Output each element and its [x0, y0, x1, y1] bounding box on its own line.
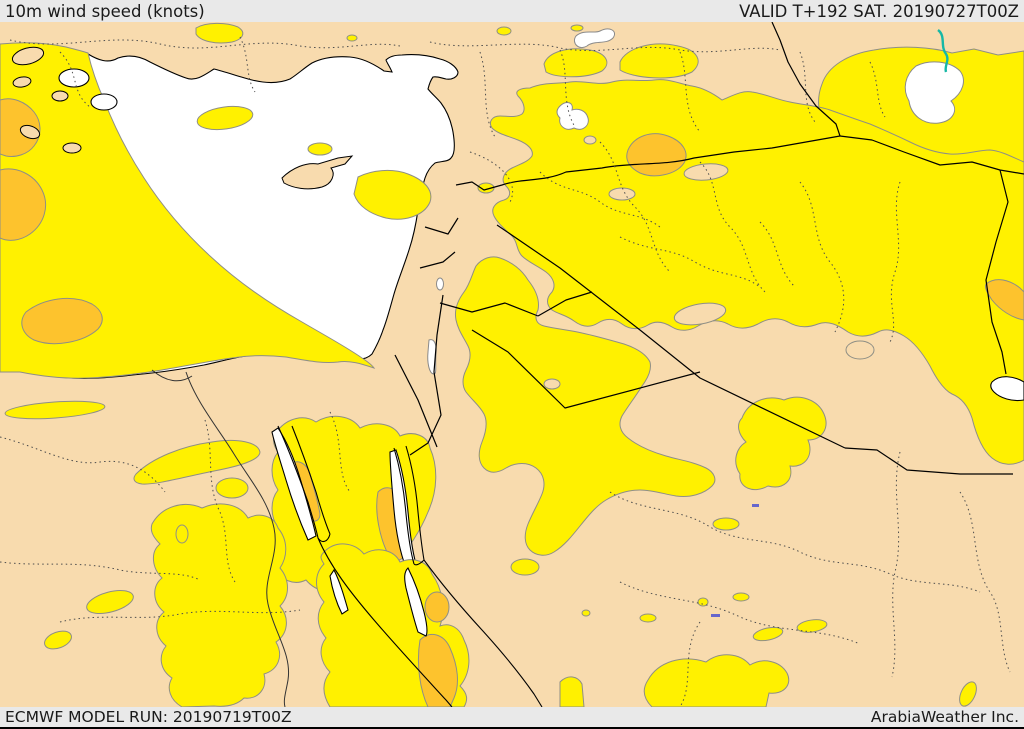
wind-area-north-saudi [735, 396, 827, 490]
sea-of-galilee [436, 277, 444, 291]
wind-area-syria-iraq [489, 79, 1024, 465]
stream-teal-northeast [937, 29, 949, 73]
lake-assad [556, 102, 589, 130]
wind-area-high-syria [626, 133, 687, 177]
map-title: 10m wind speed (knots) [5, 1, 205, 21]
coastlines [277, 425, 543, 707]
admin-borders [0, 36, 1011, 707]
wind-area-sw-mediterranean [0, 42, 376, 379]
wind-blob-saudi-1 [712, 517, 740, 531]
country-borders [394, 22, 1024, 475]
wind-area-jordan [455, 256, 716, 556]
nile-delta-branch [151, 369, 193, 382]
wind-area-sinai-red-sea-north [270, 415, 437, 593]
stream-blue-saudi-2 [752, 504, 759, 507]
salt-lake-turkey [573, 28, 615, 49]
wind-blob-lebanon-edge [477, 182, 495, 194]
wind-area-high-aegean-2 [0, 168, 46, 241]
wind-area-high-sea-kidney [21, 298, 103, 345]
wind-mass-holes [583, 135, 875, 360]
wind-area-east-of-cyprus [353, 169, 432, 220]
wind-area-red-sea-south [316, 543, 470, 707]
wind-hole-jordan [543, 378, 561, 390]
stream-blue-saudi-1 [711, 614, 720, 617]
wind-area-near-cyprus [307, 142, 333, 156]
weather-map [0, 22, 1024, 707]
branding-label: ArabiaWeather Inc. [870, 708, 1019, 726]
valid-time-label: VALID T+192 SAT. 20190727T00Z [739, 1, 1019, 21]
persian-gulf [990, 376, 1024, 402]
gulf-of-suez [271, 427, 317, 541]
wind-areas-saudi-south [510, 558, 977, 707]
wind-areas-egypt [4, 400, 288, 707]
nile-river [185, 371, 290, 707]
model-run-label: ECMWF MODEL RUN: 20190719T00Z [5, 708, 292, 726]
map-header-bar: 10m wind speed (knots) VALID T+192 SAT. … [0, 0, 1024, 22]
cyprus-island [281, 155, 354, 190]
aegean-islands [11, 46, 254, 154]
lake-van [904, 61, 964, 124]
map-footer-bar: ECMWF MODEL RUN: 20190719T00Z ArabiaWeat… [0, 707, 1024, 729]
red-sea-sliver-ne [404, 567, 428, 637]
red-sea-sliver-sw [329, 568, 349, 615]
